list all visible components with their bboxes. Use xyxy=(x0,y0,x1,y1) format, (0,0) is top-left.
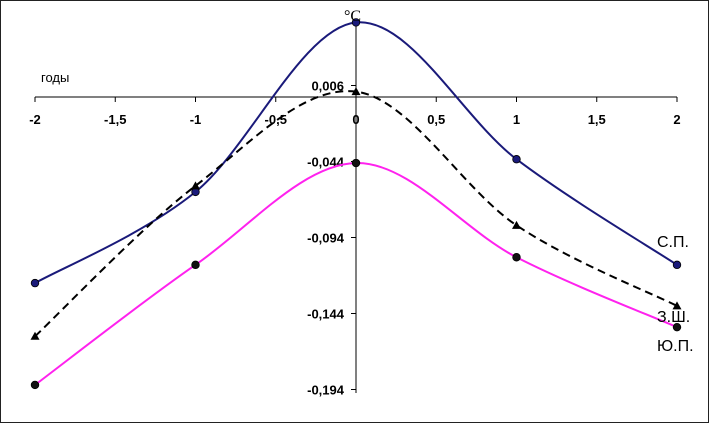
x-tick-label: -0,5 xyxy=(265,112,287,127)
data-point xyxy=(191,260,200,270)
data-point xyxy=(351,158,361,168)
series-label: Ю.П. xyxy=(657,338,694,355)
x-tick-label: 0,5 xyxy=(427,112,445,127)
x-tick-label: 0 xyxy=(352,112,359,127)
y-tick-label: -0,044 xyxy=(307,155,345,170)
data-point xyxy=(512,155,521,164)
x-tick-label: 1 xyxy=(513,112,520,127)
data-point xyxy=(672,301,682,310)
data-point xyxy=(191,181,200,190)
x-tick-label: -2 xyxy=(29,112,41,127)
x-tick-label: -1 xyxy=(190,112,202,127)
y-tick-label: -0,194 xyxy=(307,383,345,398)
x-tick-label: 2 xyxy=(673,112,680,127)
data-point xyxy=(351,18,361,27)
data-point xyxy=(672,260,682,270)
y-tick-label: -0,094 xyxy=(307,231,345,246)
data-point xyxy=(512,220,521,229)
series-label: С.П. xyxy=(657,234,689,251)
series-label: З.Ш. xyxy=(657,309,690,326)
x-tick-label: 1,5 xyxy=(588,112,606,127)
y-tick-label: 0,006 xyxy=(311,79,344,94)
data-point xyxy=(351,87,361,96)
x-axis-label: годы xyxy=(41,70,69,85)
axes: -2 -1,5 -1 -0,5 0 0,5 1 1,5 2 0,006 -0,044 -0,094 -0… xyxy=(29,19,681,398)
data-point xyxy=(30,278,40,288)
x-tick-label: -1,5 xyxy=(104,112,126,127)
data-point xyxy=(30,331,40,340)
y-tick-label: -0,144 xyxy=(307,307,345,322)
labels: °C годы С.П. З.Ш. Ю.П. xyxy=(41,8,694,355)
data-points xyxy=(30,18,682,390)
data-point xyxy=(672,322,682,332)
data-point xyxy=(512,253,521,262)
y-axis-unit: °C xyxy=(344,8,361,25)
data-point xyxy=(30,380,40,390)
